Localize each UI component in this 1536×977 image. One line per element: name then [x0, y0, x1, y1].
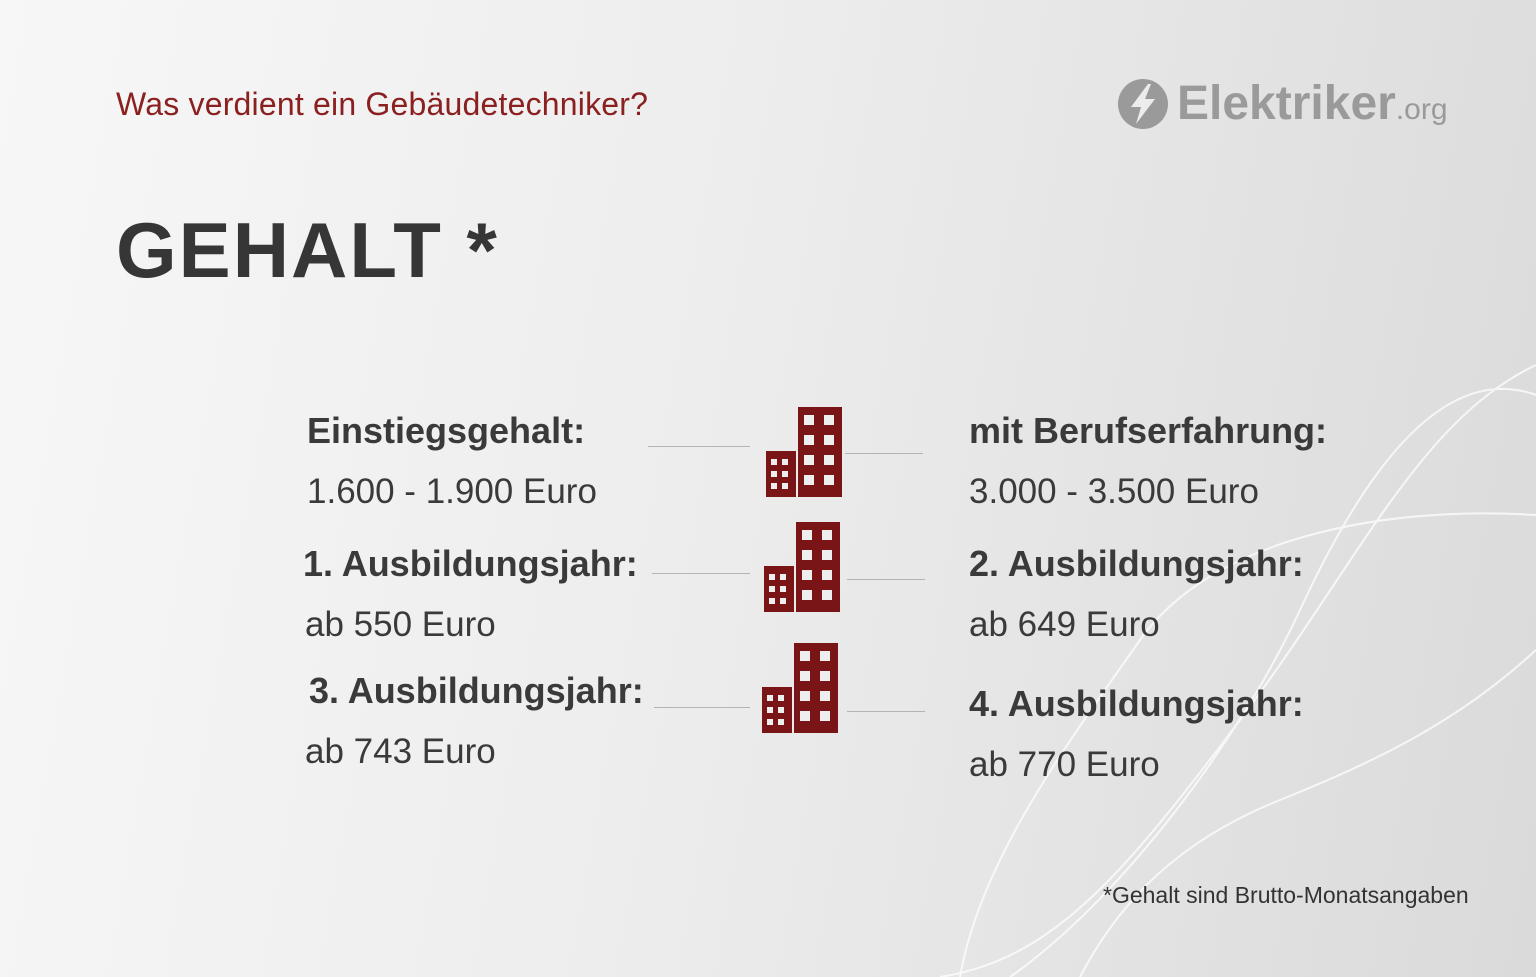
connector-line	[648, 446, 750, 447]
salary-value: ab 743 Euro	[305, 732, 496, 771]
connector-line	[654, 707, 750, 708]
connector-line	[847, 579, 925, 580]
building-icon	[764, 522, 840, 612]
salary-label: 1. Ausbildungsjahr:	[303, 543, 638, 584]
footnote: *Gehalt sind Brutto-Monatsangaben	[1103, 882, 1469, 908]
salary-entry-year-3: 3. Ausbildungsjahr: ab 743 Euro	[305, 670, 644, 772]
brand-logo: Elektriker .org	[1117, 74, 1448, 130]
salary-value: 3.000 - 3.500 Euro	[969, 472, 1259, 511]
building-icon	[762, 643, 838, 733]
connector-line	[847, 711, 925, 712]
salary-label: 4. Ausbildungsjahr:	[969, 683, 1304, 724]
salary-label: 2. Ausbildungsjahr:	[969, 543, 1304, 584]
salary-value: ab 649 Euro	[969, 605, 1160, 644]
salary-label: Einstiegsgehalt:	[307, 410, 586, 451]
salary-label: 3. Ausbildungsjahr:	[309, 670, 644, 711]
salary-value: 1.600 - 1.900 Euro	[307, 472, 597, 511]
salary-value: ab 550 Euro	[305, 605, 496, 644]
building-icon	[766, 407, 842, 497]
page-kicker: Was verdient ein Gebäudetechniker?	[116, 86, 649, 122]
salary-entry-year-1: 1. Ausbildungsjahr: ab 550 Euro	[303, 543, 638, 645]
connector-line	[652, 573, 750, 574]
logo-wordmark: Elektriker	[1177, 77, 1396, 130]
salary-entry-start: Einstiegsgehalt: 1.600 - 1.900 Euro	[307, 410, 597, 512]
salary-label: mit Berufserfahrung:	[969, 410, 1328, 451]
lightning-bolt-icon	[1118, 79, 1168, 129]
salary-value: ab 770 Euro	[969, 745, 1160, 784]
connector-line	[845, 453, 923, 454]
logo-domain: .org	[1395, 93, 1448, 126]
page-title: GEHALT *	[116, 206, 499, 294]
salary-entry-year-4: 4. Ausbildungsjahr: ab 770 Euro	[969, 683, 1304, 785]
salary-entry-year-2: 2. Ausbildungsjahr: ab 649 Euro	[969, 543, 1304, 645]
salary-entry-experienced: mit Berufserfahrung: 3.000 - 3.500 Euro	[969, 410, 1327, 512]
